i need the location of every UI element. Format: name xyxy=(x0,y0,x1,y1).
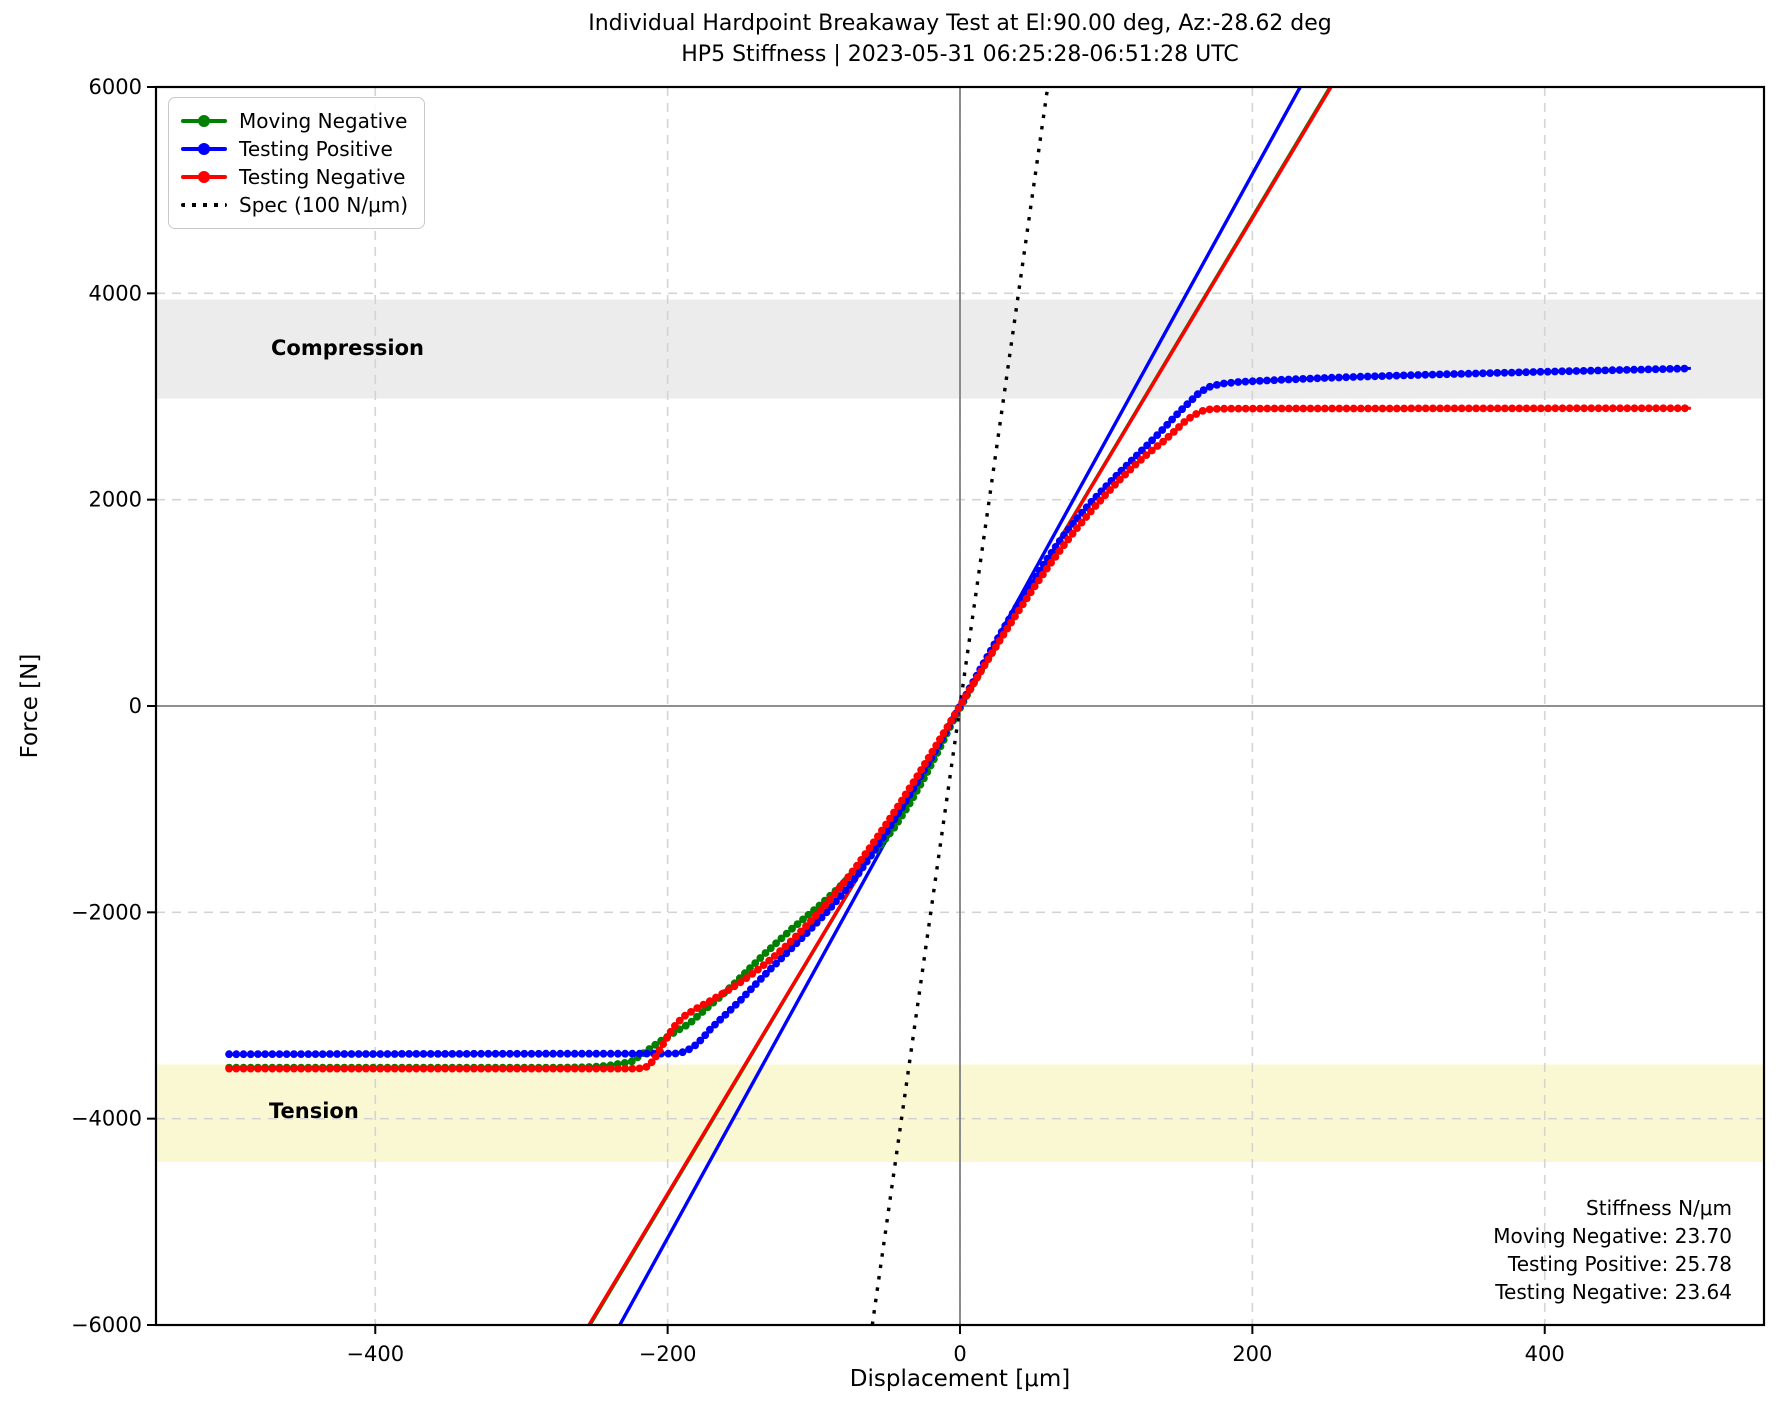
x-tick-label: 0 xyxy=(953,1342,966,1366)
x-tick-label: −400 xyxy=(346,1342,404,1366)
legend-item-moving-negative: Moving Negative xyxy=(181,107,408,135)
stiffness-annotation: Stiffness N/μm Moving Negative: 23.70 Te… xyxy=(1493,1194,1732,1306)
x-tick-label: 400 xyxy=(1525,1342,1565,1366)
spec-line xyxy=(870,87,1050,1325)
x-tick-label: −200 xyxy=(639,1342,697,1366)
legend-label: Moving Negative xyxy=(239,109,408,133)
legend-item-testing-positive: Testing Positive xyxy=(181,135,408,163)
compression-band-label: Compression xyxy=(271,336,424,360)
legend-label: Spec (100 N/μm) xyxy=(239,193,409,217)
y-tick-label: −6000 xyxy=(71,1313,142,1337)
stiffness-testing-positive: Testing Positive: 25.78 xyxy=(1507,1252,1732,1276)
stiffness-moving-negative: Moving Negative: 23.70 xyxy=(1493,1224,1732,1248)
legend-item-testing-negative: Testing Negative xyxy=(181,163,408,191)
chart-title: Individual Hardpoint Breakaway Test at E… xyxy=(156,8,1764,70)
series-line-moving-negative xyxy=(229,551,1057,1070)
stiffness-title: Stiffness N/μm xyxy=(1586,1196,1732,1220)
series-markers-moving-negative xyxy=(225,550,1058,1072)
y-tick-label: −2000 xyxy=(71,900,142,924)
legend-item-spec: Spec (100 N/μm) xyxy=(181,191,408,219)
legend: Moving Negative Testing Positive Testing… xyxy=(168,97,426,229)
y-tick-label: 4000 xyxy=(89,281,142,305)
chart-title-line1: Individual Hardpoint Breakaway Test at E… xyxy=(588,11,1332,36)
legend-line-marker-icon xyxy=(181,115,227,127)
legend-line-marker-icon xyxy=(181,171,227,183)
x-tick-label: 200 xyxy=(1232,1342,1272,1366)
y-tick-label: −4000 xyxy=(71,1107,142,1131)
legend-dotted-line-icon xyxy=(181,203,227,207)
legend-label: Testing Negative xyxy=(239,165,406,189)
chart-title-line2: HP5 Stiffness | 2023-05-31 06:25:28-06:5… xyxy=(681,42,1239,67)
y-axis-label: Force [N] xyxy=(17,653,43,759)
legend-line-marker-icon xyxy=(181,143,227,155)
series-markers-testing-negative xyxy=(225,404,1689,1073)
tension-band-label: Tension xyxy=(268,1099,359,1124)
legend-label: Testing Positive xyxy=(239,137,393,161)
y-tick-label: 2000 xyxy=(89,488,142,512)
stiffness-testing-negative: Testing Negative: 23.64 xyxy=(1495,1280,1732,1304)
y-tick-label: 0 xyxy=(129,694,142,718)
series-markers-testing-positive xyxy=(225,364,1689,1059)
x-axis-label: Displacement [μm] xyxy=(849,1366,1071,1392)
y-tick-label: 6000 xyxy=(89,75,142,99)
